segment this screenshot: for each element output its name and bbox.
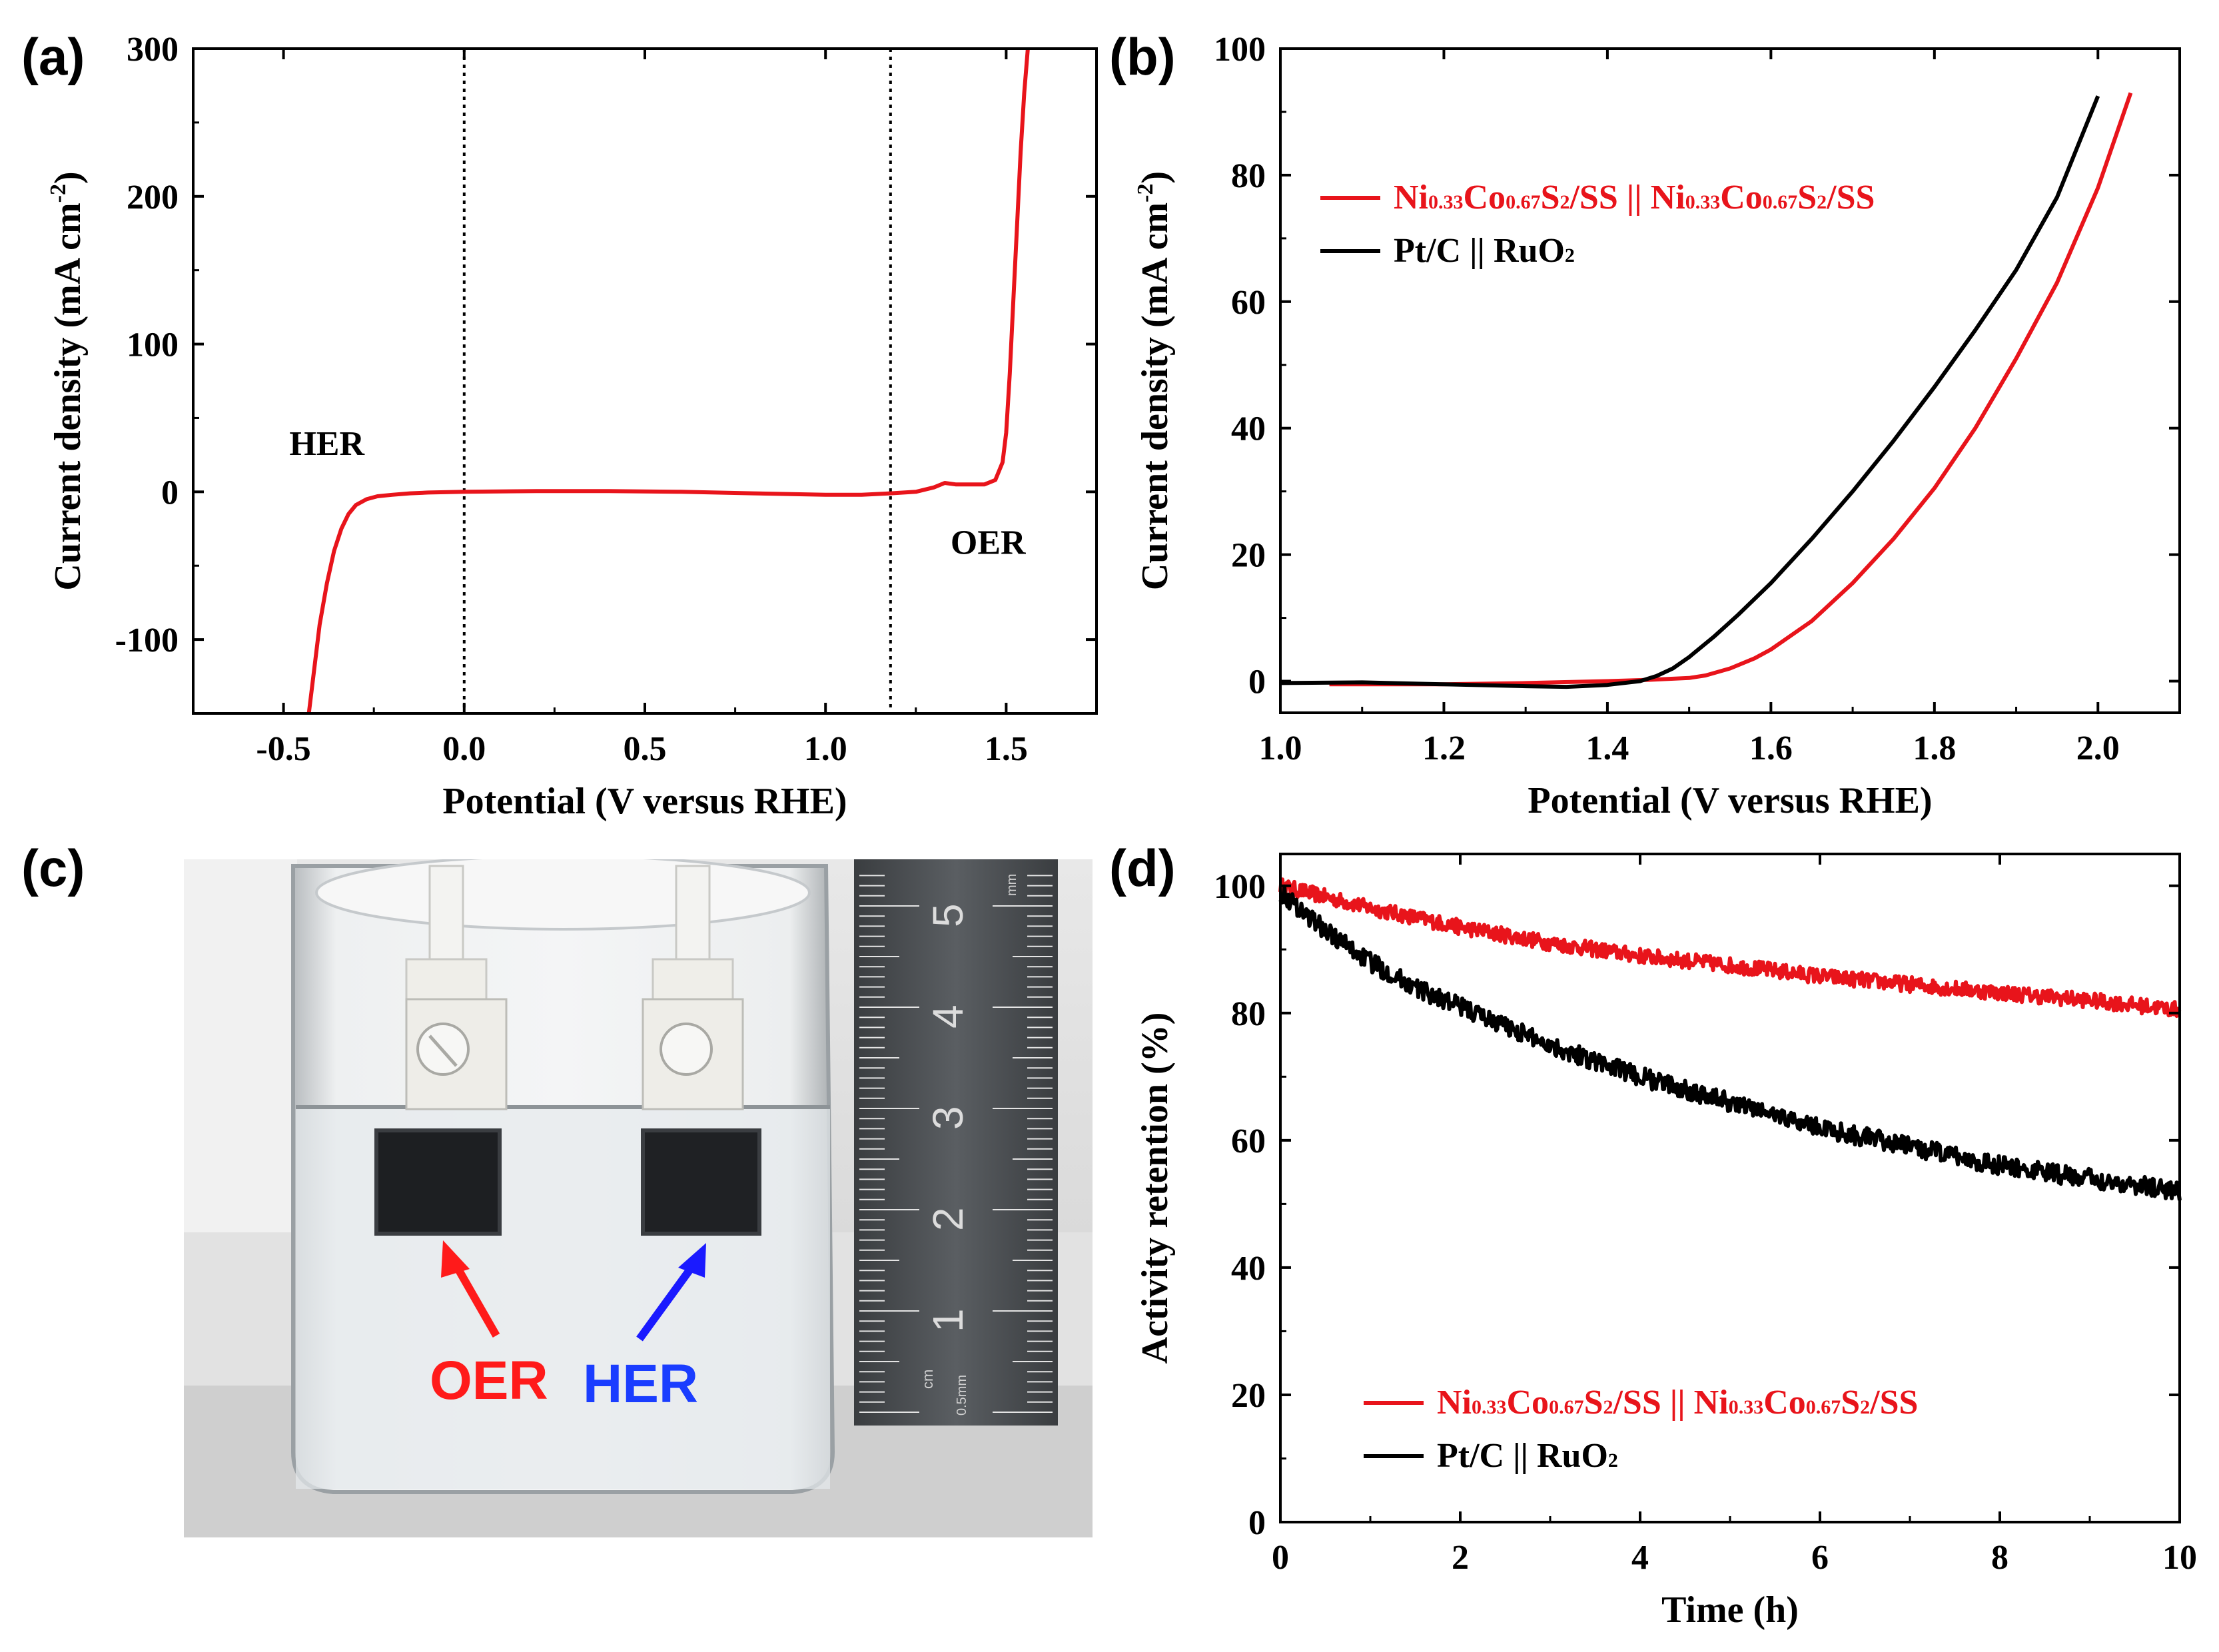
chart-a-plot-frame [192, 47, 1098, 715]
chart-a-xtick-label-1: 0.0 [442, 730, 486, 768]
chart-d-xtick-label-3: 6 [1811, 1539, 1829, 1577]
right-collar [652, 958, 734, 1001]
chart-a-xtick-label-4: 1.5 [985, 730, 1028, 768]
chart-d-series-1-line [1278, 884, 2182, 1201]
left-rod [428, 865, 464, 974]
chart-d-xtick-label-5: 10 [2162, 1539, 2197, 1577]
ruler-numbers: 1 2 3 4 5 [924, 903, 972, 1332]
ruler-small: 0.5mm [955, 1375, 969, 1416]
oer-arrow-shaft [450, 1260, 500, 1338]
chart-d-series-0-line [1278, 877, 2182, 1019]
chart-b-ytick-label-2: 40 [1231, 410, 1266, 448]
beaker-lid [315, 859, 811, 931]
her-arrow-head [678, 1243, 706, 1278]
chart-d-ytick-label-2: 40 [1231, 1250, 1266, 1288]
chart-b-ylabel: Current density (mA cm-2) [1133, 171, 1176, 590]
chart-a-xtick-label-2: 0.5 [624, 730, 667, 768]
chart-b-xtick-label-2: 1.4 [1585, 729, 1629, 767]
right-screw [660, 1023, 713, 1076]
ruler [854, 859, 1058, 1426]
right-rod [675, 865, 711, 974]
chart-d-legend-label-0: Ni0.33Co0.67S2/SS || Ni0.33Co0.67S2/SS [1437, 1384, 1918, 1422]
photo-wall-left [184, 859, 297, 1232]
chart-d-xtick-label-1: 2 [1452, 1539, 1469, 1577]
chart-d-ytick-label-0: 0 [1248, 1504, 1266, 1542]
left-electrode [376, 1130, 500, 1234]
chart-d-xtick-label-4: 8 [1991, 1539, 2008, 1577]
chart-b-xlabel: Potential (V versus RHE) [1528, 780, 1932, 821]
chart-b-xtick-label-4: 1.8 [1913, 729, 1956, 767]
chart-d-ytick-label-5: 100 [1214, 868, 1266, 906]
right-electrode [643, 1130, 759, 1234]
ruler-number-2: 2 [924, 1207, 972, 1231]
chart-a-ylabel: Current density (mA cm-2) [46, 171, 89, 590]
chart-b-ytick-label-3: 60 [1231, 284, 1266, 322]
left-collar [405, 958, 488, 1001]
chart-a-ytick-label-4: 300 [127, 31, 179, 69]
chart-b-plot-frame [1279, 47, 2181, 714]
chart-b-ytick-label-1: 20 [1231, 537, 1266, 575]
chart-a-series-0-line [306, 48, 1030, 714]
ruler-mm: mm [1005, 874, 1019, 896]
ruler-number-3: 3 [924, 1106, 972, 1130]
chart-b-legend-label-0: Ni0.33Co0.67S2/SS || Ni0.33Co0.67S2/SS [1394, 179, 1875, 216]
photo-electrolyzer: 1 2 3 4 5 cm mm 0.5mm OER HER [184, 859, 1093, 1537]
chart-d-ytick-label-3: 60 [1231, 1122, 1266, 1160]
her-arrow-shaft [636, 1263, 696, 1342]
chart-d-ytick-label-4: 80 [1231, 995, 1266, 1033]
panel-d-letter: (d) [1109, 839, 1176, 897]
chart-d-legend-label-1: Pt/C || RuO2 [1437, 1437, 1618, 1475]
chart-a-annotation-0: HER [289, 425, 365, 463]
chart-a-ytick-label-3: 200 [127, 179, 179, 216]
oer-arrow-head [441, 1240, 470, 1278]
oer-label: OER [430, 1350, 548, 1411]
chart-a-ytick-label-2: 100 [127, 326, 179, 364]
chart-b-xtick-label-5: 2.0 [2076, 729, 2120, 767]
chart-a-ytick-label-0: -100 [115, 621, 179, 659]
ruler-ticks [859, 875, 1053, 1413]
left-electrode-edge [374, 1128, 502, 1236]
chart-d-xtick-label-0: 0 [1272, 1539, 1289, 1577]
chart-b-ytick-label-4: 80 [1231, 157, 1266, 195]
right-electrode-edge [641, 1128, 761, 1236]
ruler-number-1: 1 [924, 1308, 972, 1332]
chart-d-xlabel: Time (h) [1661, 1589, 1799, 1631]
chart-b-xtick-label-3: 1.6 [1749, 729, 1793, 767]
chart-b-series-0-line [1329, 92, 2133, 687]
panel-a-letter: (a) [21, 27, 85, 86]
chart-a-xtick-label-0: -0.5 [256, 730, 310, 768]
chart-d-xtick-label-2: 4 [1631, 1539, 1649, 1577]
chart-b-legend-label-1: Pt/C || RuO2 [1394, 232, 1575, 270]
chart-b-ytick-label-5: 100 [1214, 31, 1266, 69]
chart-d-ytick-label-1: 20 [1231, 1377, 1266, 1415]
chart-d-plot-frame [1279, 853, 2181, 1523]
chart-a-annotation-1: OER [951, 524, 1027, 562]
chart-b-lsv-comparison: 1.0 1.2 1.4 1.6 1.8 2.0 0 20 40 60 80 100 Potential … [1133, 31, 2181, 821]
panel-c-letter: (c) [21, 839, 85, 897]
chart-d-ylabel: Activity retention (%) [1134, 1013, 1176, 1364]
chart-a-ytick-label-1: 0 [161, 474, 179, 512]
chart-b-ytick-label-0: 0 [1248, 663, 1266, 701]
chart-a-polarization: -0.5 0.0 0.5 1.0 1.5 -100 0 100 200 300 Potential … [46, 31, 1098, 822]
her-label: HER [583, 1354, 698, 1414]
chart-a-xlabel: Potential (V versus RHE) [442, 781, 847, 822]
chart-b-series-1-line [1280, 95, 2100, 689]
chart-b-xtick-label-1: 1.2 [1422, 729, 1466, 767]
left-screw-slot [428, 1034, 458, 1067]
ruler-number-5: 5 [924, 903, 972, 927]
ruler-unit: cm [919, 1370, 936, 1389]
chart-b-xtick-label-0: 1.0 [1259, 729, 1302, 767]
chart-a-xtick-label-3: 1.0 [804, 730, 847, 768]
ruler-number-4: 4 [924, 1005, 972, 1029]
panel-b-letter: (b) [1109, 27, 1176, 86]
